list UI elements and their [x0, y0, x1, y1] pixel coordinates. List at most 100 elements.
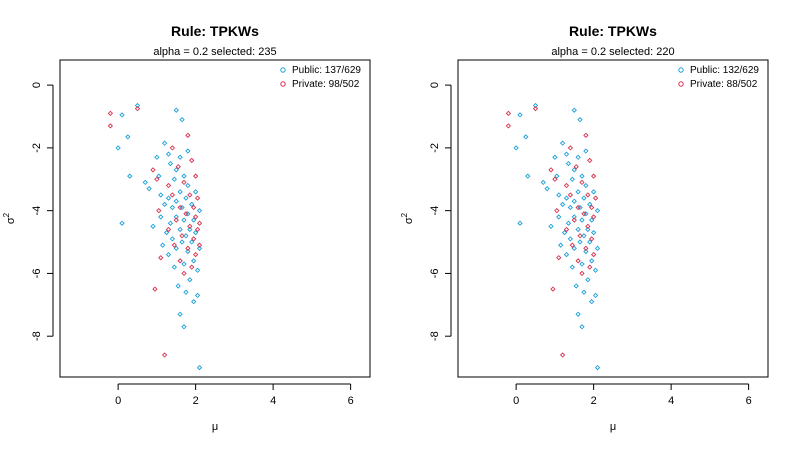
- public-point: [594, 245, 601, 251]
- public-point: [169, 204, 176, 211]
- private-point: [581, 211, 587, 217]
- scatter-panel: Rule: TPKWs alpha = 0.2 selected: 220 0 2 4 6…: [400, 23, 769, 433]
- private-point: [590, 214, 597, 220]
- public-point: [581, 289, 587, 295]
- private-point: [158, 255, 164, 261]
- public-point: [517, 112, 523, 118]
- public-point: [127, 173, 133, 179]
- public-point: [540, 179, 546, 186]
- x-axis-label: μ: [212, 421, 218, 433]
- private-point: [554, 208, 560, 214]
- scatter-panel: Rule: TPKWs alpha = 0.2 selected: 235 0 2 4 6…: [2, 23, 371, 433]
- private-point: [107, 110, 114, 116]
- public-point: [585, 277, 591, 283]
- public-point: [173, 214, 179, 220]
- public-point: [571, 198, 577, 204]
- public-point: [558, 242, 564, 248]
- public-point: [525, 173, 531, 179]
- public-point: [171, 264, 177, 270]
- public-point: [169, 236, 176, 242]
- public-point: [181, 261, 187, 267]
- private-point: [156, 208, 162, 214]
- public-point: [196, 364, 203, 371]
- public-point: [194, 267, 201, 273]
- private-point: [583, 132, 589, 138]
- public-point: [575, 311, 581, 317]
- private-point: [134, 106, 141, 112]
- public-point: [163, 229, 170, 236]
- private-point: [189, 157, 195, 164]
- public-point: [583, 148, 589, 154]
- private-point: [152, 286, 158, 292]
- public-point: [125, 134, 131, 140]
- private-point: [571, 217, 577, 223]
- public-point: [573, 283, 579, 289]
- public-point: [589, 258, 595, 264]
- public-point: [134, 102, 141, 109]
- private-point: [590, 251, 597, 258]
- public-point: [187, 226, 193, 233]
- public-point: [192, 229, 199, 236]
- private-point: [177, 258, 183, 264]
- private-point: [165, 182, 172, 189]
- private-point: [196, 220, 203, 226]
- public-point: [559, 201, 566, 208]
- public-point: [575, 189, 581, 195]
- private-point: [587, 264, 593, 270]
- private-point: [563, 226, 570, 233]
- private-point: [505, 110, 512, 116]
- y-tick-label: -2: [429, 143, 441, 153]
- y-tick-label: -6: [429, 269, 441, 279]
- private-point: [575, 204, 581, 211]
- public-point: [119, 112, 125, 118]
- x-tick-label: 0: [513, 395, 519, 407]
- public-point: [167, 220, 174, 226]
- public-point: [173, 167, 179, 173]
- public-point: [575, 154, 581, 160]
- public-point: [589, 217, 595, 223]
- private-point: [165, 226, 172, 233]
- public-point: [563, 195, 570, 201]
- public-point: [590, 229, 597, 236]
- legend-label-public: Public: 137/629: [292, 65, 361, 76]
- private-point: [573, 164, 579, 170]
- private-point: [505, 123, 512, 129]
- public-point: [167, 160, 174, 167]
- public-point: [158, 192, 164, 198]
- x-tick-label: 6: [348, 395, 354, 407]
- public-point: [196, 208, 203, 214]
- public-point: [183, 233, 189, 239]
- chart-subtitle: alpha = 0.2 selected: 220: [551, 46, 674, 58]
- private-point: [194, 195, 201, 201]
- public-point: [181, 324, 187, 330]
- private-point: [592, 195, 599, 201]
- y-tick-label: -2: [31, 143, 43, 153]
- private-point: [585, 223, 591, 229]
- public-point: [179, 204, 185, 211]
- y-tick-label: 0: [31, 82, 43, 88]
- public-point: [189, 201, 195, 208]
- private-point: [169, 192, 176, 198]
- public-point: [517, 220, 523, 226]
- private-point: [583, 245, 589, 251]
- public-point: [181, 217, 187, 223]
- private-point: [567, 145, 574, 151]
- public-point: [191, 258, 197, 264]
- y-tick-label: -6: [31, 269, 43, 279]
- public-point: [581, 233, 587, 239]
- public-point: [194, 292, 201, 299]
- x-tick-label: 4: [668, 395, 674, 407]
- public-point: [581, 195, 587, 201]
- private-point: [187, 223, 193, 229]
- plot-frame: [457, 59, 769, 378]
- public-point: [177, 311, 183, 317]
- public-point: [590, 189, 597, 195]
- private-point: [169, 145, 176, 151]
- public-point: [592, 267, 599, 273]
- public-point: [552, 154, 558, 160]
- public-point: [183, 289, 189, 295]
- private-point: [579, 179, 585, 186]
- private-point: [161, 352, 168, 358]
- y-tick-label: 0: [429, 82, 441, 88]
- public-point: [191, 299, 197, 305]
